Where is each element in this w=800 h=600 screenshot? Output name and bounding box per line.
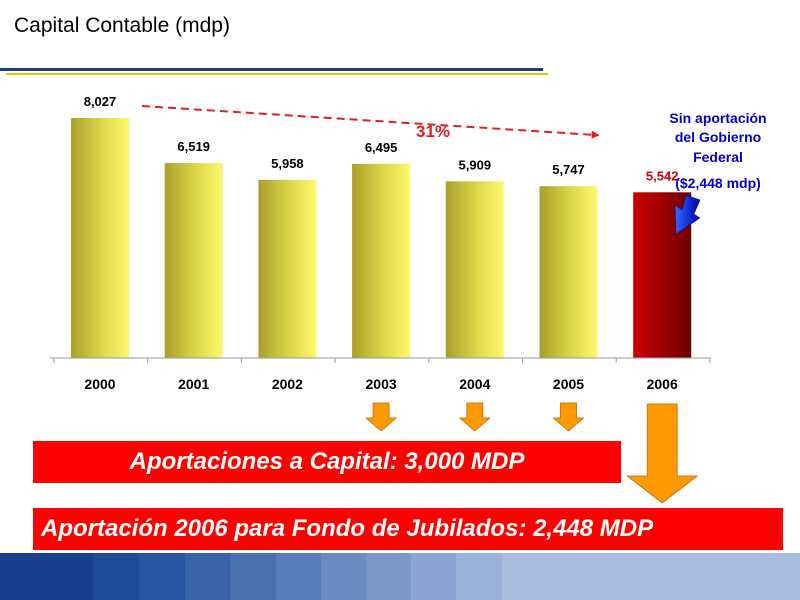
value-label-2001: 6,519 xyxy=(177,139,210,154)
retirement-fund-banner: Aportación 2006 para Fondo de Jubilados:… xyxy=(33,508,783,550)
x-tick-label-2006: 2006 xyxy=(647,376,678,392)
down-arrow-2005-icon xyxy=(552,402,585,432)
down-arrow-2006-icon xyxy=(626,403,699,504)
bar-2002 xyxy=(258,179,317,358)
x-tick-label-2002: 2002 xyxy=(272,376,303,392)
value-label-2005: 5,747 xyxy=(552,162,585,177)
footer-gradient-strip xyxy=(0,553,800,600)
annotation-line-3: Federal xyxy=(693,149,743,165)
footer-block xyxy=(366,553,411,600)
bar-2000 xyxy=(71,118,129,358)
bar-2004 xyxy=(445,181,504,358)
footer-block xyxy=(456,553,502,600)
slide-title: Capital Contable (mdp) xyxy=(14,14,230,37)
footer-block xyxy=(93,553,139,600)
footer-block xyxy=(321,553,366,600)
x-tick-label-2001: 2001 xyxy=(178,376,209,392)
x-tick-label-2004: 2004 xyxy=(459,376,490,392)
x-tick-label-2005: 2005 xyxy=(553,376,584,392)
down-arrow-2003-icon xyxy=(365,402,398,432)
annotation-line-1: Sin aportación xyxy=(669,110,766,126)
x-tick-label-2000: 2000 xyxy=(84,376,115,392)
footer-block xyxy=(502,553,800,600)
footer-block xyxy=(276,553,321,600)
blue-pointer-arrow-icon xyxy=(674,194,701,235)
footer-block xyxy=(230,553,276,600)
bar-2005 xyxy=(539,186,598,358)
capital-contributions-banner: Aportaciones a Capital: 3,000 MDP xyxy=(33,441,621,483)
down-arrow-2004-icon xyxy=(458,402,491,432)
bar-2001 xyxy=(164,163,223,358)
value-label-2006: 5,542 xyxy=(646,168,679,183)
value-label-2004: 5,909 xyxy=(459,157,492,172)
footer-block xyxy=(139,553,185,600)
title-underline-gold xyxy=(6,73,548,75)
bar-2003 xyxy=(352,163,411,358)
x-tick-label-2003: 2003 xyxy=(366,376,397,392)
title-underline-navy xyxy=(0,68,543,71)
trend-arrow xyxy=(141,105,600,139)
footer-block xyxy=(0,553,47,600)
value-label-2002: 5,958 xyxy=(271,156,304,171)
footer-block xyxy=(46,553,94,600)
footer-block xyxy=(185,553,230,600)
footer-block xyxy=(411,553,456,600)
annotation-line-4: ($2,448 mdp) xyxy=(675,175,761,191)
value-label-2000: 8,027 xyxy=(84,94,117,109)
annotation-line-2: del Gobierno xyxy=(675,129,761,145)
value-label-2003: 6,495 xyxy=(365,140,398,155)
trend-percentage-label: 31% xyxy=(416,122,450,141)
